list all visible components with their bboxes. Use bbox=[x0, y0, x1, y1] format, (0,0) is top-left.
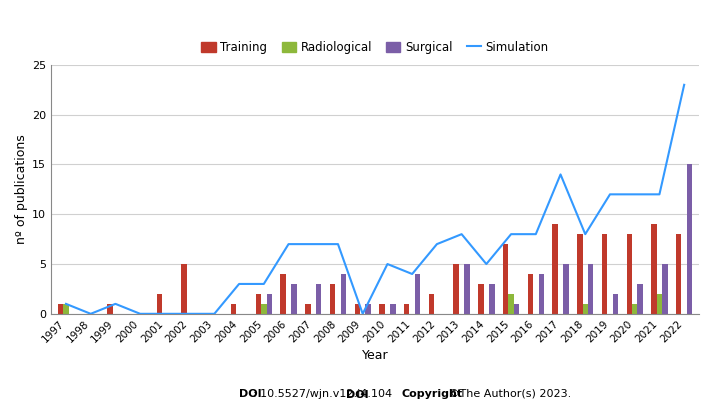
Bar bbox=[508, 294, 514, 314]
Simulation bbox=[482, 262, 491, 266]
Bar bbox=[107, 304, 113, 314]
Simulation bbox=[581, 232, 590, 237]
Simulation bbox=[309, 242, 318, 247]
Simulation bbox=[61, 301, 70, 306]
Bar bbox=[453, 264, 459, 314]
Text: ©The Author(s) 2023.: ©The Author(s) 2023. bbox=[445, 389, 571, 399]
Bar bbox=[651, 224, 657, 314]
Bar bbox=[588, 264, 593, 314]
Bar bbox=[64, 304, 69, 314]
Bar bbox=[305, 304, 311, 314]
Bar bbox=[638, 284, 643, 314]
Bar bbox=[528, 274, 533, 314]
Bar bbox=[627, 234, 632, 314]
Simulation bbox=[86, 311, 95, 316]
Bar bbox=[281, 274, 286, 314]
Simulation bbox=[284, 242, 293, 247]
Bar bbox=[489, 284, 495, 314]
Simulation bbox=[259, 281, 268, 286]
Text: Copyright: Copyright bbox=[401, 389, 463, 399]
Bar bbox=[613, 294, 618, 314]
Bar bbox=[464, 264, 470, 314]
Bar bbox=[58, 304, 64, 314]
Simulation bbox=[605, 192, 614, 197]
Bar bbox=[355, 304, 360, 314]
Bar bbox=[538, 274, 544, 314]
Simulation bbox=[458, 232, 466, 237]
Bar bbox=[662, 264, 668, 314]
Simulation bbox=[655, 192, 664, 197]
Text: : 10.5527/wjn.v12.i4.104: : 10.5527/wjn.v12.i4.104 bbox=[253, 389, 396, 399]
Bar bbox=[428, 294, 434, 314]
Bar bbox=[330, 284, 336, 314]
Simulation bbox=[111, 301, 120, 306]
Bar bbox=[181, 264, 187, 314]
Bar bbox=[687, 164, 693, 314]
Bar bbox=[157, 294, 162, 314]
Simulation bbox=[383, 262, 392, 266]
Simulation bbox=[433, 242, 441, 247]
Bar bbox=[291, 284, 297, 314]
Y-axis label: nº of publications: nº of publications bbox=[15, 134, 28, 244]
Bar bbox=[261, 304, 266, 314]
Bar bbox=[676, 234, 681, 314]
Simulation bbox=[556, 172, 565, 177]
Bar bbox=[478, 284, 483, 314]
Bar bbox=[563, 264, 568, 314]
Simulation bbox=[186, 311, 194, 316]
Bar bbox=[577, 234, 583, 314]
Bar bbox=[316, 284, 321, 314]
Bar bbox=[256, 294, 261, 314]
Simulation bbox=[235, 281, 243, 286]
Bar bbox=[266, 294, 272, 314]
Bar bbox=[632, 304, 638, 314]
Text: DOI: DOI bbox=[239, 389, 262, 399]
Bar bbox=[341, 274, 346, 314]
Bar bbox=[404, 304, 409, 314]
Bar bbox=[514, 304, 519, 314]
Simulation bbox=[630, 192, 639, 197]
Bar bbox=[503, 244, 508, 314]
Simulation bbox=[358, 311, 367, 316]
Bar bbox=[379, 304, 385, 314]
Simulation bbox=[680, 82, 688, 87]
Simulation bbox=[210, 311, 218, 316]
Simulation bbox=[507, 232, 516, 237]
Bar bbox=[390, 304, 396, 314]
Simulation bbox=[531, 232, 540, 237]
Text: DOI: DOI bbox=[346, 390, 368, 400]
Simulation bbox=[161, 311, 169, 316]
Bar bbox=[366, 304, 371, 314]
Bar bbox=[553, 224, 558, 314]
Line: Simulation: Simulation bbox=[66, 85, 684, 314]
Bar bbox=[602, 234, 608, 314]
Bar bbox=[415, 274, 421, 314]
Simulation bbox=[333, 242, 342, 247]
Bar bbox=[657, 294, 662, 314]
Simulation bbox=[136, 311, 144, 316]
X-axis label: Year: Year bbox=[362, 349, 388, 362]
Simulation bbox=[408, 272, 416, 277]
Bar bbox=[231, 304, 236, 314]
Legend: Training, Radiological, Surgical, Simulation: Training, Radiological, Surgical, Simula… bbox=[197, 36, 553, 58]
Bar bbox=[583, 304, 588, 314]
